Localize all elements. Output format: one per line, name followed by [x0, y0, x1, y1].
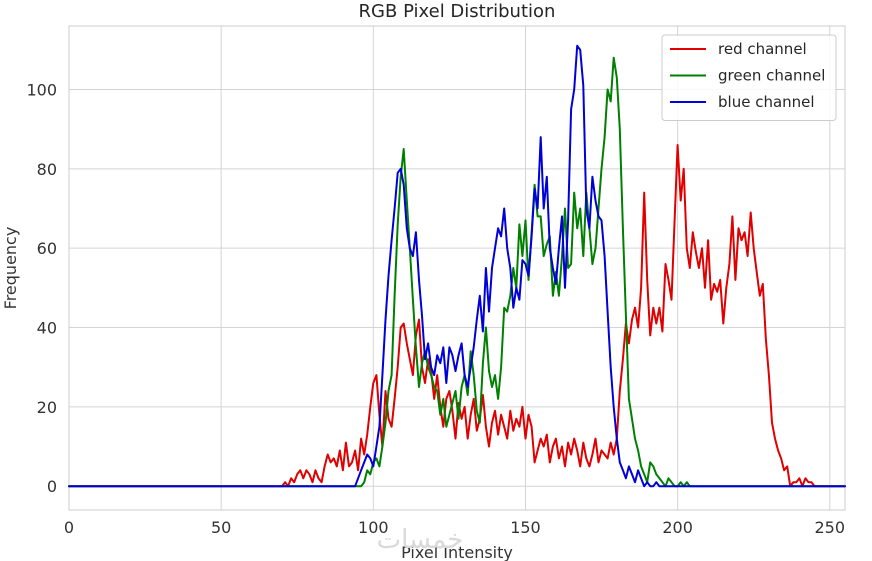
- plot-area-frame: [68, 25, 846, 511]
- legend-box: [661, 34, 837, 121]
- series-lines: [68, 44, 846, 488]
- y-tick-label: 20: [37, 398, 57, 417]
- x-tick-label: 50: [211, 518, 231, 537]
- blue-channel-line: [68, 44, 846, 488]
- x-tick-label: 200: [662, 518, 693, 537]
- x-tick-label: 150: [510, 518, 541, 537]
- y-tick-label: 0: [47, 477, 57, 496]
- x-tick-label: 0: [64, 518, 74, 537]
- tick-labels: 0 50 100 150 200 250 0 20 40 60 80 100: [26, 80, 845, 537]
- green-channel-line: [68, 56, 846, 488]
- legend: red channel green channel blue channel: [661, 34, 837, 121]
- legend-label: red channel: [718, 40, 807, 58]
- watermark-text: خمسات: [377, 525, 464, 555]
- y-tick-label: 100: [26, 80, 57, 99]
- legend-label: green channel: [718, 67, 825, 85]
- y-tick-label: 60: [37, 239, 57, 258]
- y-axis-title: Frequency: [1, 227, 20, 310]
- chart-title: RGB Pixel Distribution: [359, 1, 556, 22]
- x-tick-label: 250: [815, 518, 846, 537]
- y-tick-label: 80: [37, 160, 57, 179]
- x-axis-title: Pixel Intensity: [401, 543, 513, 561]
- red-channel-line: [68, 144, 846, 488]
- x-tick-label: 100: [358, 518, 389, 537]
- y-tick-label: 40: [37, 319, 57, 338]
- legend-label: blue channel: [718, 93, 815, 111]
